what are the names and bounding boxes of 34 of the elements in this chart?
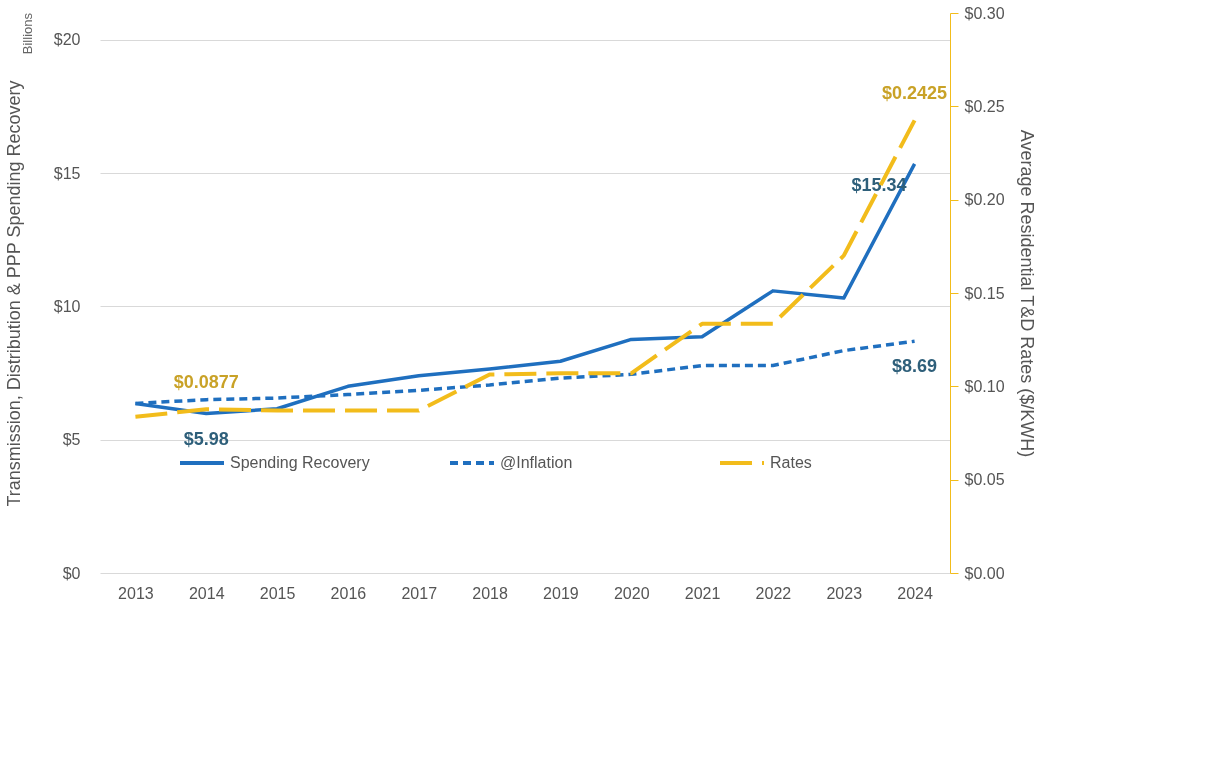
y-tick-label: $0 bbox=[62, 564, 81, 582]
x-tick-label: 2020 bbox=[613, 584, 650, 602]
x-tick-label: 2024 bbox=[897, 584, 933, 602]
x-tick-label: 2022 bbox=[755, 584, 792, 602]
data-label: $0.0877 bbox=[173, 372, 239, 393]
legend-label: @Inflation bbox=[500, 454, 573, 471]
y2-tick-label: $0.00 bbox=[964, 564, 1005, 582]
y2-axis-title: Average Residential T&D Rates ($/KWH) bbox=[1016, 129, 1037, 458]
y-tick-label: $5 bbox=[62, 431, 81, 449]
y-tick-label: $15 bbox=[53, 164, 81, 182]
x-tick-label: 2013 bbox=[118, 584, 154, 602]
y2-tick-label: $0.05 bbox=[964, 471, 1005, 489]
y2-tick-label: $0.25 bbox=[964, 97, 1005, 115]
x-tick-label: 2023 bbox=[826, 584, 863, 602]
data-label: $5.98 bbox=[183, 428, 229, 449]
x-tick-label: 2021 bbox=[684, 584, 721, 602]
y2-tick-label: $0.15 bbox=[964, 284, 1005, 302]
x-tick-label: 2017 bbox=[401, 584, 438, 602]
y-axis-title: Transmission, Distribution & PPP Spending Recovery bbox=[3, 80, 24, 507]
y-tick-label: $10 bbox=[53, 297, 81, 315]
y2-tick-label: $0.10 bbox=[964, 377, 1005, 395]
x-tick-label: 2015 bbox=[259, 584, 296, 602]
x-tick-label: 2014 bbox=[188, 584, 225, 602]
data-label: $0.2425 bbox=[882, 83, 948, 104]
text: Billions bbox=[20, 12, 35, 55]
y2-tick-label: $0.30 bbox=[964, 4, 1005, 22]
x-tick-label: 2018 bbox=[472, 584, 508, 602]
x-tick-label: 2019 bbox=[543, 584, 579, 602]
legend-label: Spending Recovery bbox=[230, 454, 370, 471]
y-tick-label: $20 bbox=[53, 31, 81, 49]
data-label: $8.69 bbox=[892, 356, 938, 377]
y2-tick-label: $0.20 bbox=[964, 191, 1005, 209]
x-tick-label: 2016 bbox=[330, 584, 367, 602]
legend-label: Rates bbox=[770, 454, 812, 471]
